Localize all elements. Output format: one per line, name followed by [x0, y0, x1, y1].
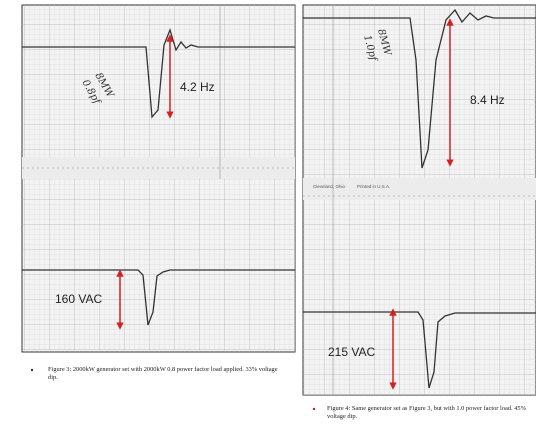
grid [303, 5, 536, 178]
paper-print: Printed in U.S.A. [357, 184, 390, 189]
grid [303, 200, 536, 395]
caption: Figure 3: 2000kW generator set with 2000… [48, 366, 288, 382]
bullet [31, 369, 33, 371]
grid [22, 179, 295, 352]
frequency-label: 8.4 Hz [470, 93, 505, 107]
paper-print: Cleveland, Ohio [313, 184, 346, 189]
grid [22, 5, 295, 157]
figure-3: 4.2 Hz 8MW 0.8pf 160 VAC [22, 5, 295, 371]
bullet [313, 408, 315, 410]
page: {"figure_left": { "frequency_label": "4.… [0, 0, 536, 424]
caption: Figure 4: Same generator set as Figure 3… [327, 405, 532, 421]
voltage-label: 215 VAC [328, 345, 375, 359]
figures: 4.2 Hz 8MW 0.8pf 160 VAC Cleveland, Ohio… [0, 0, 536, 424]
paper-band [303, 178, 536, 200]
voltage-label: 160 VAC [55, 292, 102, 306]
figure-4: Cleveland, Ohio Printed in U.S.A. 8.4 Hz… [303, 5, 536, 410]
frequency-label: 4.2 Hz [180, 80, 215, 94]
